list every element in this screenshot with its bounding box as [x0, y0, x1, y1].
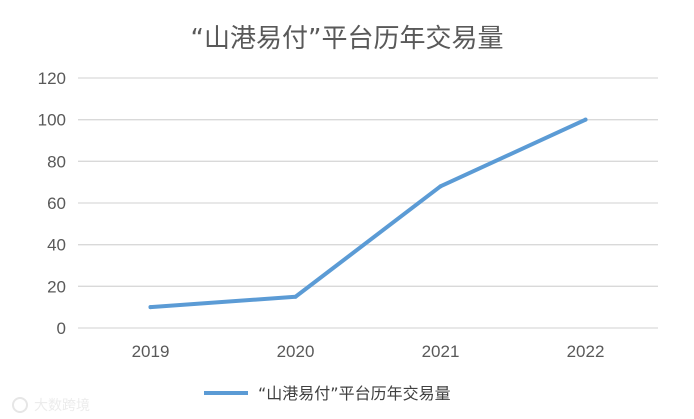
y-axis-ticks: 0 20 40 60 80 100 120 — [38, 69, 66, 338]
y-tick-label: 100 — [38, 111, 66, 130]
y-tick-label: 60 — [47, 194, 66, 213]
data-point — [583, 117, 588, 122]
y-tick-label: 0 — [57, 319, 66, 338]
data-point — [148, 305, 153, 310]
data-point — [438, 184, 443, 189]
y-tick-label: 120 — [38, 69, 66, 88]
watermark-text: 大数跨境 — [34, 398, 90, 414]
y-tick-label: 20 — [47, 277, 66, 296]
x-axis-ticks: 2019 2020 2021 2022 — [132, 342, 605, 361]
gridlines — [78, 77, 658, 329]
legend-label: “山港易付”平台历年交易量 — [258, 384, 451, 403]
series-line — [148, 117, 588, 310]
data-point — [293, 294, 298, 299]
series-layer — [148, 117, 588, 310]
x-tick-label: 2021 — [422, 342, 460, 361]
legend: “山港易付”平台历年交易量 — [204, 384, 451, 403]
x-tick-label: 2019 — [132, 342, 170, 361]
watermark-logo-icon — [12, 397, 28, 413]
y-tick-label: 80 — [47, 152, 66, 171]
x-tick-label: 2020 — [277, 342, 315, 361]
y-tick-label: 40 — [47, 236, 66, 255]
watermark: 大数跨境 — [12, 397, 90, 414]
x-tick-label: 2022 — [567, 342, 605, 361]
chart-title: “山港易付”平台历年交易量 — [191, 24, 504, 54]
